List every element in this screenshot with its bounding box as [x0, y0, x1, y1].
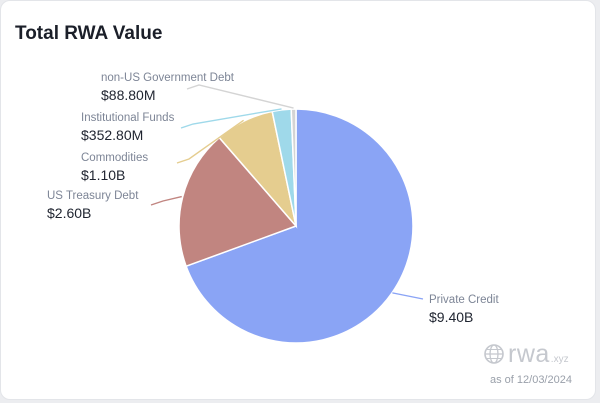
slice-label-value: $352.80M	[81, 127, 143, 143]
leader-line	[180, 108, 282, 129]
leader-lines	[150, 84, 424, 300]
slice-label-value: $2.60B	[47, 205, 91, 221]
slice-label-value: $88.80M	[101, 87, 155, 103]
slice-label-name: Institutional Funds	[81, 112, 175, 124]
leader-line	[186, 84, 294, 109]
slice-label-name: Commodities	[81, 152, 148, 164]
pie-slices	[178, 108, 414, 344]
as-of-date: as of 12/03/2024	[490, 374, 572, 386]
leader-line	[176, 119, 245, 164]
brand-word: rwa	[508, 340, 550, 368]
rwa-logo[interactable]: rwa .xyz	[483, 341, 569, 367]
pie-slice-non-us-government-debt[interactable]	[290, 108, 297, 227]
slice-labels: Private Credit $9.40B US Treasury Debt $2.6…	[47, 72, 499, 325]
slice-label-name: non-US Government Debt	[101, 72, 235, 84]
chart-title: Total RWA Value	[15, 23, 163, 44]
pie-slice-us-treasury-debt[interactable]	[178, 136, 298, 268]
leader-line	[392, 292, 424, 300]
slice-label-name: Private Credit	[429, 294, 499, 306]
globe-icon	[484, 344, 504, 364]
pie-slice-private-credit[interactable]	[185, 108, 414, 344]
slice-label-value: $9.40B	[429, 309, 473, 325]
slice-label-name: US Treasury Debt	[47, 190, 139, 202]
slice-label-value: $1.10B	[81, 167, 125, 183]
brand-tld: .xyz	[550, 354, 569, 365]
leader-line	[150, 195, 182, 206]
